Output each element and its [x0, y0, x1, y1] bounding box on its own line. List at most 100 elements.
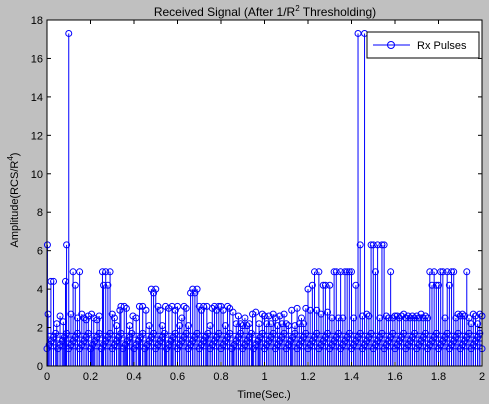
y-tick-label: 10 [31, 169, 43, 181]
stem-marker [237, 320, 245, 328]
y-axis-ticks: 0 2 4 6 8 10 12 14 16 18 [31, 15, 482, 373]
stem-marker [348, 268, 355, 276]
y-axis-label-superscript: 4 [6, 156, 15, 161]
stem-marker [215, 302, 223, 310]
stem-marker [221, 322, 229, 330]
stem-marker [88, 310, 96, 318]
stem-marker [63, 241, 71, 249]
stem-marker [317, 310, 325, 318]
stem-marker [419, 314, 427, 322]
stem-marker [428, 281, 436, 289]
stem-marker [93, 316, 101, 324]
stem-marker [458, 310, 466, 318]
stem-marker [356, 241, 364, 249]
stem-marker [441, 314, 449, 322]
x-tick-label: 0.2 [83, 371, 98, 383]
stem-marker [443, 268, 451, 276]
stem-marker [363, 310, 371, 318]
y-axis-label-main: Amplitude(RCS/R [9, 161, 21, 248]
stem-marker [404, 312, 412, 320]
stem-marker [306, 306, 314, 314]
stem-marker [426, 268, 434, 276]
stem-marker [265, 312, 273, 320]
stem-marker [378, 241, 386, 249]
stem-marker [116, 306, 124, 314]
x-tick-label: 1.8 [431, 371, 446, 383]
stem-marker [411, 314, 419, 322]
stem-marker [82, 316, 90, 324]
stem-marker [73, 314, 81, 322]
stem-marker [461, 312, 469, 320]
stem-marker [180, 302, 188, 310]
stem-marker [452, 314, 460, 322]
stem-marker [382, 312, 390, 320]
stem-marker [300, 320, 308, 328]
stem-marker [263, 320, 271, 328]
stem-marker [176, 322, 184, 330]
stem-marker [232, 320, 240, 328]
stem-marker [387, 268, 395, 276]
stem-marker [243, 322, 251, 330]
figure-title: Received Signal (After 1/R2 Thresholding… [154, 4, 376, 19]
stem-marker [328, 314, 336, 322]
stem-marker [195, 302, 203, 310]
stem-marker [252, 308, 260, 316]
stem-marker [454, 310, 462, 318]
stem-marker [174, 302, 181, 310]
stem-marker [384, 314, 392, 322]
stem-marker [365, 312, 373, 320]
stem-marker [334, 314, 342, 322]
x-tick-label: 1.6 [387, 371, 402, 383]
stem-marker [354, 29, 362, 37]
stem-marker [147, 285, 155, 293]
stem-marker [108, 310, 116, 318]
stem-marker [380, 241, 388, 249]
legend-label: Rx Pulses [417, 40, 467, 52]
stem-marker [465, 314, 473, 322]
y-tick-label: 6 [37, 246, 43, 258]
stem-marker [102, 268, 110, 276]
stem-marker [376, 314, 384, 322]
y-tick-label: 4 [37, 284, 43, 296]
stem-marker [402, 314, 410, 322]
stem-marker [50, 277, 58, 285]
x-axis-label: Time(Sec.) [237, 389, 290, 401]
stem-marker [154, 302, 162, 310]
stem-marker [469, 310, 477, 318]
stem-marker [56, 312, 64, 320]
stem-marker [122, 304, 130, 312]
stem-plot [43, 29, 486, 367]
stem-marker [293, 304, 301, 312]
stem-marker [150, 289, 158, 297]
stem-marker [400, 310, 408, 318]
x-tick-label: 1.2 [300, 371, 315, 383]
stem-marker [367, 241, 375, 249]
stem-marker [371, 268, 379, 276]
stem-marker [271, 314, 279, 322]
y-tick-label: 12 [31, 130, 43, 142]
stem-marker [391, 312, 399, 320]
stem-marker [69, 268, 77, 276]
stem-marker [345, 268, 353, 276]
y-tick-label: 8 [37, 207, 43, 219]
y-tick-label: 14 [31, 92, 43, 104]
stem-marker [413, 312, 421, 320]
stem-marker [302, 304, 310, 312]
y-tick-label: 16 [31, 53, 43, 65]
stem-marker [67, 310, 75, 318]
stem-marker [463, 268, 471, 276]
stem-marker [80, 314, 88, 322]
y-tick-label: 2 [37, 323, 43, 335]
stem-marker [311, 268, 319, 276]
stem-marker [315, 268, 323, 276]
stem-marker [282, 320, 290, 328]
stem-marker [337, 268, 345, 276]
stem-marker [219, 306, 227, 314]
stem-marker [408, 312, 416, 320]
stem-marker [393, 312, 401, 320]
stem-marker [234, 312, 242, 320]
x-tick-label: 2 [479, 371, 485, 383]
stem-marker [326, 281, 334, 289]
stem-marker [280, 310, 288, 318]
x-tick-label: 1.4 [344, 371, 359, 383]
